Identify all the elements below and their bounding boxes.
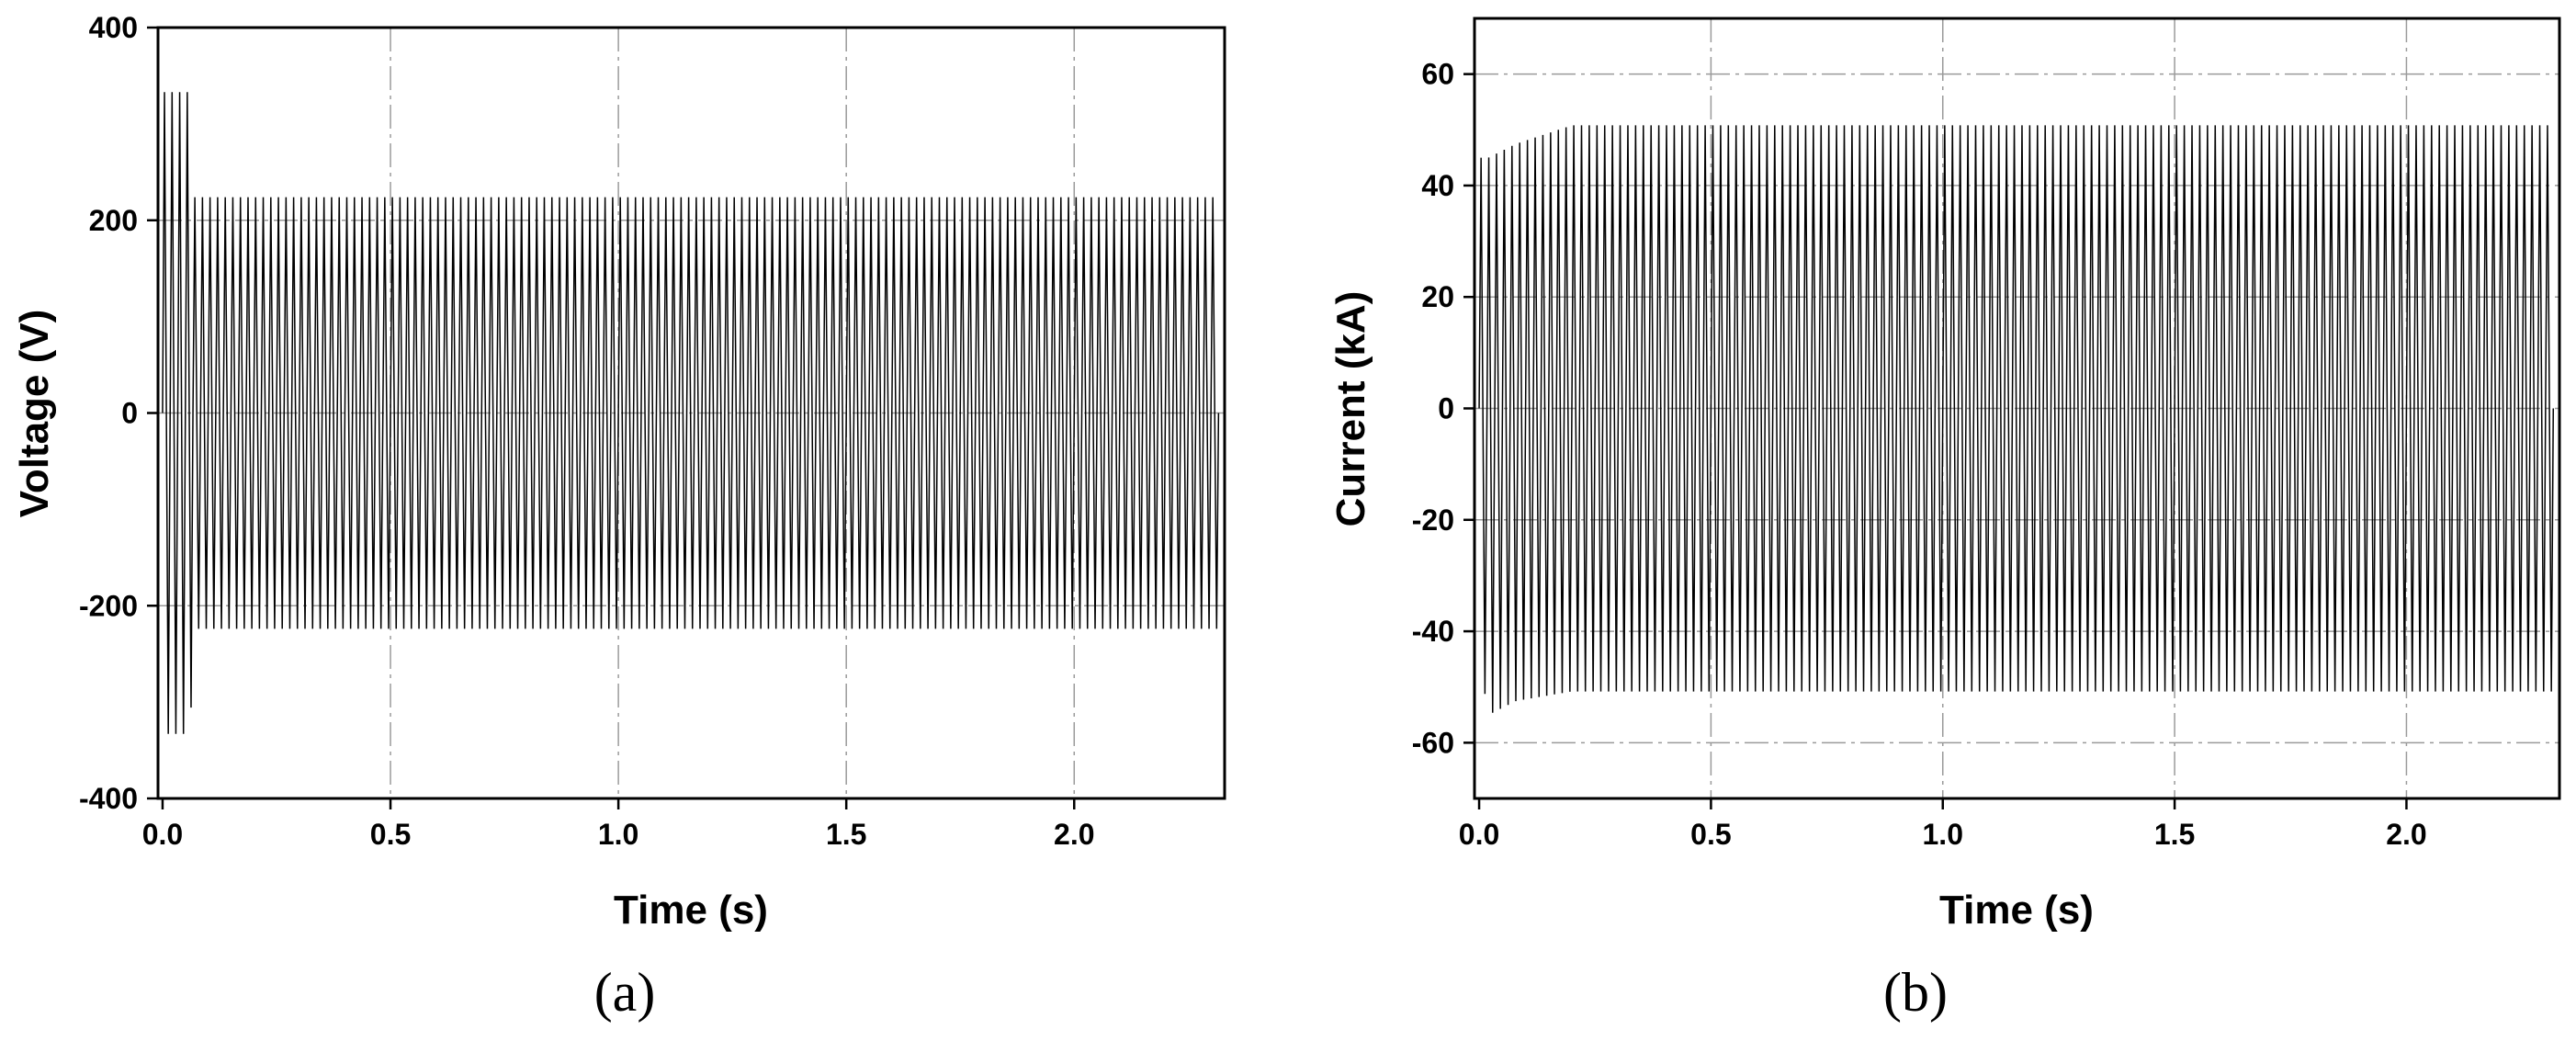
panel-a-x-tick-label: 2.0: [1054, 818, 1094, 851]
panel-b-x-tick-label: 1.0: [1923, 818, 1963, 851]
panel-a-y-tick-label: -200: [79, 589, 138, 622]
panel-b-y-tick-label: 0: [1438, 392, 1454, 425]
panel-b-y-tick-label: 20: [1421, 280, 1454, 313]
panel-a-grid: [158, 28, 1225, 798]
panel-b-x-tick-label: 0.0: [1459, 818, 1499, 851]
panel-a-y-tick-label: 400: [89, 11, 138, 44]
panel-a-x-tick-label: 0.5: [370, 818, 411, 851]
panel-a-x-tick-label: 1.5: [826, 818, 866, 851]
panel-a-label: (a): [594, 962, 656, 1023]
panel-b-y-axis-title: Current (kA): [1328, 291, 1373, 527]
panel-a-x-tick-label: 1.0: [598, 818, 638, 851]
panel-b-y-tick-label: 60: [1421, 58, 1454, 91]
panel-b-y-tick-label: -60: [1412, 726, 1454, 759]
voltage-series-line: [162, 92, 1220, 734]
panel-a-x-tick-label: 0.0: [142, 818, 183, 851]
panel-a-y-tick-label: -400: [79, 782, 138, 815]
panel-b-x-tick-label: 0.5: [1690, 818, 1731, 851]
panel-a-y-axis-title: Voltage (V): [12, 310, 57, 518]
panel-a-x-axis-title: Time (s): [614, 888, 768, 933]
panel-a-voltage: 0.0 0.5 1.0 1.5 2.0 -400 -200 0 200 400 Time (s)…: [12, 11, 1226, 1023]
panel-b-label: (b): [1883, 962, 1948, 1023]
panel-a-y-tick-label: 200: [89, 204, 138, 237]
panel-b-x-axis-title: Time (s): [1939, 888, 2094, 933]
panel-b-xticks: 0.0 0.5 1.0 1.5 2.0: [1459, 798, 2427, 851]
current-series-line: [1478, 125, 2555, 713]
panel-b-x-tick-label: 1.5: [2154, 818, 2195, 851]
panel-b-current: 0.0 0.5 1.0 1.5 2.0 -60 -40 -20 0 20 40 60 Time (s…: [1328, 17, 2561, 1023]
panel-b-y-tick-label: -40: [1412, 615, 1454, 648]
panel-b-yticks: -60 -40 -20 0 20 40 60: [1412, 58, 1474, 759]
panel-a-xticks: 0.0 0.5 1.0 1.5 2.0: [142, 798, 1095, 851]
panel-b-y-tick-label: -20: [1412, 504, 1454, 537]
panel-a-y-tick-label: 0: [121, 397, 138, 430]
panel-a-yticks: -400 -200 0 200 400: [79, 11, 158, 815]
panel-a-plot-frame: [156, 26, 1226, 800]
panel-b-y-tick-label: 40: [1421, 169, 1454, 202]
panel-b-plot-frame: [1473, 17, 2561, 800]
panel-b-x-tick-label: 2.0: [2386, 818, 2426, 851]
